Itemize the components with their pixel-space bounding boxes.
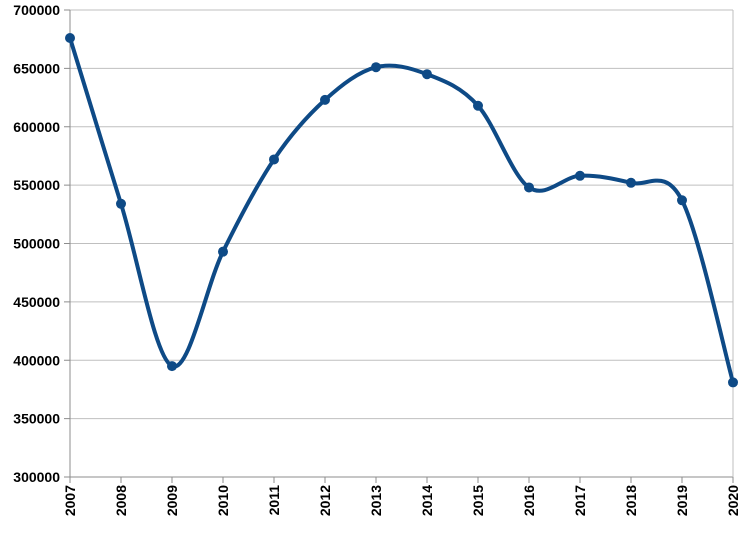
data-point-2019	[677, 195, 687, 206]
grid-lines	[70, 9, 733, 478]
x-tick-label: 2007	[62, 485, 78, 516]
data-point-2008	[116, 198, 126, 209]
y-tick-label: 500000	[13, 236, 60, 252]
x-tick-label: 2008	[113, 485, 129, 516]
data-point-2009	[167, 361, 177, 372]
data-point-2020	[728, 377, 738, 388]
data-point-2014	[422, 69, 432, 80]
x-tick-label: 2018	[623, 485, 639, 516]
x-tick-label: 2015	[470, 485, 486, 516]
series-group	[65, 33, 738, 388]
axes	[64, 9, 734, 483]
y-tick-label: 600000	[13, 119, 60, 135]
data-point-2017	[575, 170, 585, 181]
data-point-2007	[65, 33, 75, 44]
y-tick-label: 650000	[13, 60, 60, 76]
x-tick-label: 2012	[317, 485, 333, 516]
x-tick-label: 2014	[419, 485, 435, 516]
y-tick-label: 300000	[13, 469, 60, 485]
x-tick-label: 2017	[572, 485, 588, 516]
x-tick-label: 2010	[215, 485, 231, 516]
y-tick-labels: 300000 350000 400000 450000 500000 550000 6000…	[13, 2, 60, 485]
data-point-2016	[524, 182, 534, 193]
y-tick-label: 400000	[13, 352, 60, 368]
y-tick-label: 700000	[13, 2, 60, 18]
x-tick-label: 2019	[674, 485, 690, 516]
data-point-2011	[269, 154, 279, 165]
x-tick-label: 2009	[164, 485, 180, 516]
x-tick-label: 2016	[521, 485, 537, 516]
data-point-2012	[320, 94, 330, 105]
series-line	[68, 36, 735, 385]
x-tick-label: 2011	[266, 485, 282, 516]
x-tick-labels: 2007 2008 2009 2010 2011 2012 2013 2014 2015 2016…	[62, 485, 741, 516]
data-point-2015	[473, 100, 483, 111]
data-point-2010	[218, 246, 228, 257]
data-point-2013	[371, 62, 381, 73]
x-tick-label: 2013	[368, 485, 384, 516]
x-tick-label: 2020	[725, 485, 741, 516]
y-tick-label: 350000	[13, 411, 60, 427]
y-tick-label: 550000	[13, 177, 60, 193]
y-tick-label: 450000	[13, 294, 60, 310]
data-point-2018	[626, 177, 636, 188]
